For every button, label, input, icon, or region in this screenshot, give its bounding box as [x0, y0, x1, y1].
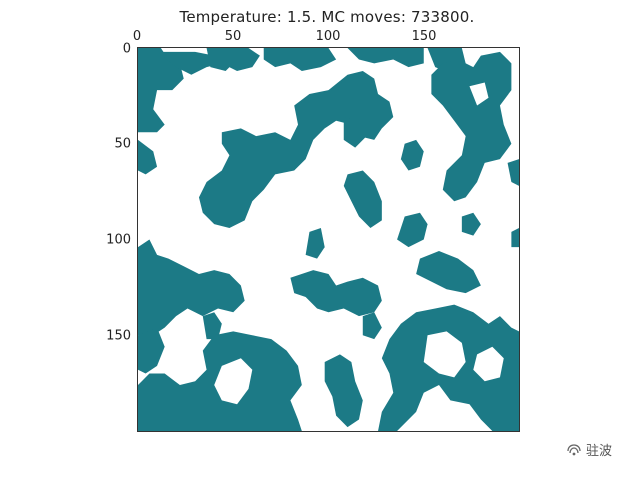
watermark-text: 驻波: [586, 444, 613, 459]
x-tick-label: 100: [315, 29, 341, 44]
y-tick-label: 50: [114, 136, 131, 152]
y-tick-label: 150: [106, 328, 131, 344]
x-tick-label: 0: [132, 29, 142, 44]
wechat-channel-icon: [567, 443, 581, 455]
y-tick-label: 0: [122, 41, 131, 57]
x-tick-label: 50: [224, 29, 242, 44]
x-tick-label: 150: [411, 29, 437, 44]
y-tick-label: 100: [106, 232, 131, 248]
spin-domains: [138, 48, 519, 431]
spin-up-domains: [138, 48, 519, 431]
ising-lattice: [137, 47, 520, 432]
watermark: 驻波: [566, 440, 612, 459]
plot-title: Temperature: 1.5. MC moves: 733800.: [179, 8, 475, 26]
